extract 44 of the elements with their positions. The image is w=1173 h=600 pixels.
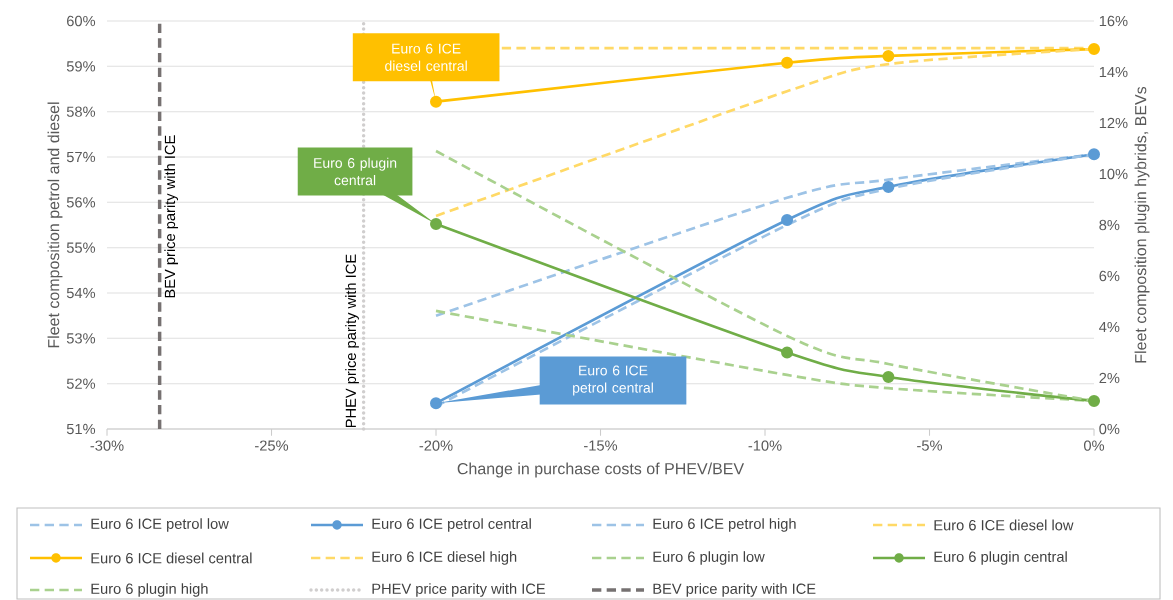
y-tick-label: 55% [66, 242, 96, 253]
y-tick-label: 59% [66, 61, 96, 72]
y-tick-label: 54% [66, 287, 96, 299]
annotation: Euro 6 ICE diesel central [385, 43, 467, 71]
y-tick-label: 57% [66, 151, 96, 163]
legend-label: Euro 6 plugin central [934, 551, 1067, 565]
legend-label: Euro 6 plugin high [91, 583, 208, 597]
x-tick-label: -20% [419, 440, 453, 451]
x-tick-label: -25% [255, 440, 289, 451]
x-tick-label: 0% [1083, 440, 1105, 451]
legend-label: Euro 6 ICE petrol low [91, 518, 229, 532]
annotation: Euro 6 ICE petrol central [573, 365, 653, 396]
x-tick-label: -15% [584, 440, 618, 451]
legend-label: Euro 6 ICE petrol central [372, 518, 531, 532]
y-tick-label: 51% [66, 423, 96, 435]
y2-tick-label: 12% [1099, 117, 1128, 129]
x-tick-label: -5% [917, 440, 943, 451]
y-tick-label: 56% [66, 197, 96, 208]
legend-label: Euro 6 ICE diesel central [91, 552, 252, 564]
text: BEV price parity with ICE [653, 583, 816, 597]
y2-axis-title: Fleet composition plugin hybrids, BEVs [1134, 86, 1150, 363]
y-tick-label: 53% [66, 333, 96, 344]
text: PHEV price parity with ICE [372, 583, 546, 597]
legend-label: Euro 6 plugin low [653, 551, 765, 565]
y2-tick-label: 14% [1099, 66, 1128, 78]
y2-tick-label: 16% [1099, 15, 1128, 27]
y2-tick-label: 2% [1099, 372, 1120, 384]
legend-label: Euro 6 ICE petrol high [653, 518, 796, 532]
ref-line-label: BEV price parity with ICE [164, 135, 179, 298]
y2-tick-label: 6% [1099, 270, 1120, 282]
ref-line-label: PHEV price parity with ICE [345, 254, 359, 428]
y-tick-label: 58% [66, 106, 96, 117]
x-tick-label: -30% [90, 440, 124, 451]
y2-tick-label: 10% [1099, 168, 1128, 180]
y2-tick-label: 0% [1099, 423, 1120, 435]
y-axis-title: Fleet composition petrol and diesel [47, 102, 63, 348]
y-tick-label: 52% [66, 378, 96, 389]
legend-label: Euro 6 ICE diesel low [934, 519, 1074, 531]
legend-label: Euro 6 ICE diesel high [372, 551, 517, 565]
y2-tick-label: 4% [1099, 321, 1120, 333]
x-tick-label: -10% [748, 440, 782, 451]
x-axis-title: Change in purchase costs of PHEV/BEV [457, 462, 745, 478]
y-tick-label: 60% [67, 15, 96, 27]
y2-tick-label: 8% [1099, 219, 1120, 231]
